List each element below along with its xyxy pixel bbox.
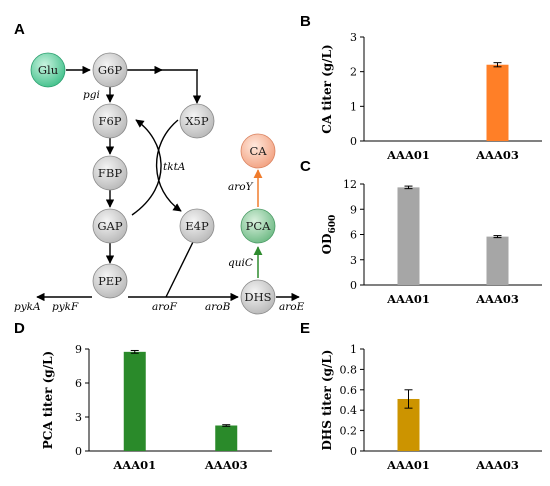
y-tick-label: 9: [350, 203, 357, 216]
y-axis-label-text: PCA titer (g/L): [41, 351, 55, 449]
node-ca-label: CA: [249, 144, 267, 158]
y-tick-label: 1: [350, 343, 357, 356]
y-tick-label: 12: [343, 178, 357, 191]
node-g6p-label: G6P: [98, 63, 123, 77]
bar: [486, 64, 509, 141]
node-x5p: X5P: [179, 103, 215, 139]
node-fbp: FBP: [92, 155, 128, 191]
node-e4p: E4P: [179, 208, 215, 244]
y-tick-label: 0.6: [340, 384, 358, 397]
bar: [486, 236, 509, 285]
node-f6p: F6P: [92, 103, 128, 139]
category-label: AAA01: [386, 458, 430, 472]
y-tick-label: 6: [350, 229, 357, 242]
category-label: AAA01: [112, 458, 156, 472]
category-label: AAA03: [204, 458, 248, 472]
y-tick-label: 0: [350, 279, 357, 292]
node-pca: PCA: [240, 208, 276, 244]
y-tick-label: 1: [350, 100, 357, 113]
y-tick-label: 3: [350, 254, 357, 267]
enzyme-pgi: pgi: [83, 89, 100, 101]
y-tick-label: 3: [75, 411, 82, 424]
arrow-tkta-down: [155, 119, 182, 212]
panel-a-letter: A: [14, 21, 25, 38]
y-tick-label: 3: [350, 31, 357, 44]
pathway-diagram: Glu G6P F6P FBP GAP PEP X5P E4P: [14, 52, 305, 315]
node-x5p-label: X5P: [185, 114, 209, 128]
node-pca-label: PCA: [246, 219, 272, 233]
bar: [123, 351, 146, 451]
y-tick-label: 0.4: [340, 404, 358, 417]
enzyme-aroy: aroY: [228, 181, 254, 193]
enzyme-pykf: pykF: [52, 301, 79, 313]
y-axis-label: DHS titer (g/L): [320, 350, 334, 451]
chart-dhs-titer: 0 0.2 0.4 0.6 0.8 1 AAA01 AAA03 DHS titer (g/L): [320, 343, 542, 472]
enzyme-arof: aroF: [152, 301, 178, 313]
y-tick-label: 0: [75, 445, 82, 458]
node-dhs: DHS: [240, 279, 276, 315]
enzyme-tkta: tktA: [163, 161, 186, 173]
enzyme-arob: aroB: [205, 301, 231, 313]
enzyme-quic: quiC: [228, 257, 253, 269]
y-axis-label-subscript: 600: [328, 215, 338, 234]
node-pep-label: PEP: [98, 274, 122, 288]
panel-e-letter: E: [300, 320, 310, 337]
node-g6p: G6P: [92, 52, 128, 88]
category-label: AAA03: [475, 458, 519, 472]
node-fbp-label: FBP: [98, 166, 122, 180]
y-axis-label: CA titer (g/L): [320, 44, 334, 133]
y-axis-label: PCA titer (g/L): [41, 351, 55, 449]
node-glu: Glu: [30, 52, 66, 88]
y-tick-label: 0: [350, 445, 357, 458]
chart-od600: 0 3 6 9 12 AAA01 AAA03 OD600: [320, 178, 542, 306]
node-dhs-label: DHS: [244, 290, 271, 304]
node-gap: GAP: [92, 208, 128, 244]
line-e4p-join: [165, 241, 194, 298]
enzyme-pyka: pykA: [14, 301, 41, 313]
y-tick-label: 2: [350, 66, 357, 79]
panel-b-letter: B: [300, 13, 311, 30]
panel-c-letter: C: [300, 158, 311, 175]
node-ca: CA: [240, 133, 276, 169]
node-pep: PEP: [92, 263, 128, 299]
y-tick-label: 0.2: [340, 425, 358, 438]
node-f6p-label: F6P: [98, 114, 121, 128]
bar: [397, 187, 420, 285]
node-gap-label: GAP: [97, 219, 122, 233]
y-axis-label-text: OD: [320, 233, 334, 254]
y-tick-label: 0: [350, 135, 357, 148]
y-axis-label: OD600: [320, 215, 338, 255]
enzyme-aroe: aroE: [279, 301, 305, 313]
node-e4p-label: E4P: [185, 219, 209, 233]
node-glu-label: Glu: [38, 63, 58, 77]
bar: [397, 398, 420, 451]
y-tick-label: 9: [75, 343, 82, 356]
panel-d-letter: D: [14, 320, 25, 337]
arrow-tkta-up: [131, 119, 162, 216]
y-axis-label-text: DHS titer (g/L): [320, 350, 334, 451]
bar: [215, 425, 238, 451]
category-label: AAA03: [475, 148, 519, 162]
chart-pca-titer: 0 3 6 9 AAA01 AAA03 PCA titer (g/L): [41, 343, 272, 472]
category-label: AAA01: [386, 292, 430, 306]
y-axis-label-text: CA titer (g/L): [320, 44, 334, 133]
category-label: AAA01: [386, 148, 430, 162]
chart-ca-titer: 0 1 2 3 AAA01 AAA03 CA titer (g/L): [320, 31, 542, 162]
category-label: AAA03: [475, 292, 519, 306]
y-tick-label: 0.8: [340, 363, 358, 376]
y-tick-label: 6: [75, 377, 82, 390]
